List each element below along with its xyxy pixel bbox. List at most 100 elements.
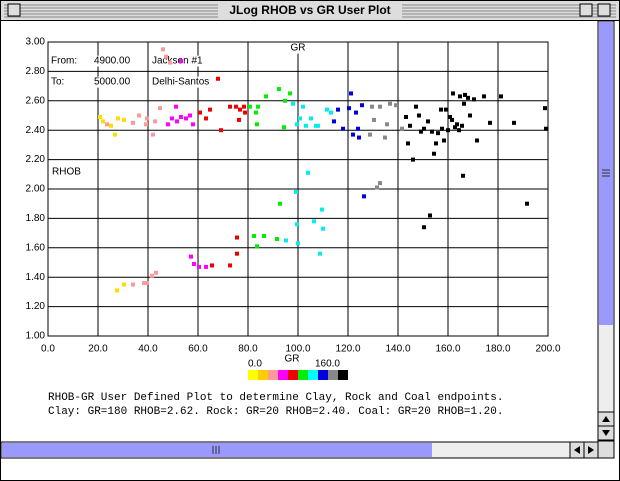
data-point: [455, 122, 459, 127]
data-point: [404, 114, 408, 119]
data-point: [362, 194, 366, 199]
data-point: [248, 104, 252, 109]
x-tick-label: 40.0: [138, 344, 158, 355]
data-point: [306, 170, 310, 175]
y-tick-label: 1.40: [26, 272, 46, 283]
data-point: [388, 101, 392, 106]
data-point: [426, 119, 430, 124]
data-point: [525, 201, 529, 206]
data-point: [354, 110, 358, 115]
data-point: [482, 94, 486, 99]
data-point: [145, 116, 149, 121]
x-tick-label: 20.0: [88, 344, 108, 355]
data-point: [179, 114, 183, 119]
data-point: [512, 120, 516, 125]
data-point: [122, 282, 126, 287]
data-point: [394, 103, 398, 108]
colorbar-min-label: 0.0: [248, 359, 262, 370]
data-point: [383, 135, 387, 140]
data-point: [463, 92, 467, 97]
data-point: [458, 94, 462, 99]
y-tick-label: 1.60: [26, 242, 46, 253]
data-point: [235, 251, 239, 256]
data-point: [475, 138, 479, 143]
info-backing: [151, 55, 205, 67]
data-point: [98, 114, 102, 119]
data-point: [351, 132, 355, 137]
top-axis-label: GR: [291, 43, 306, 54]
data-point: [262, 234, 266, 239]
resize-box[interactable]: [597, 440, 615, 459]
y-tick-label: 1.00: [26, 331, 46, 342]
data-point: [243, 110, 247, 115]
data-point: [235, 235, 239, 240]
data-point: [321, 226, 325, 231]
colorbar-swatch: [338, 370, 348, 380]
y-tick-label: 2.20: [26, 154, 46, 165]
data-point: [370, 104, 374, 109]
data-point: [154, 270, 158, 275]
note-text: RHOB-GR User Defined Plot to determine C…: [48, 392, 503, 404]
data-point: [406, 141, 410, 146]
data-point: [295, 222, 299, 227]
data-point: [356, 126, 360, 131]
collapse-box[interactable]: [597, 3, 611, 17]
data-point: [320, 207, 324, 212]
arrow-right: [588, 446, 594, 454]
data-point: [192, 261, 196, 266]
colorbar-swatch: [268, 370, 278, 380]
colorbar-label: GR: [285, 354, 300, 365]
v-thumb-grip: [602, 169, 610, 177]
data-point: [472, 97, 476, 102]
data-point: [198, 110, 202, 115]
data-point: [150, 273, 154, 278]
data-point: [408, 123, 412, 128]
colorbar-swatch: [248, 370, 258, 380]
close-box[interactable]: [7, 3, 21, 17]
data-point: [115, 288, 119, 293]
data-point: [378, 104, 382, 109]
data-point: [228, 104, 232, 109]
data-point: [291, 101, 295, 106]
h-scroll-thumb[interactable]: [2, 443, 432, 457]
x-tick-label: 100.0: [285, 344, 310, 355]
arrow-left: [574, 446, 580, 454]
data-point: [432, 151, 436, 156]
data-point: [446, 128, 450, 133]
plot: 0.0 20.0 40.0 60.0 80.0 100.0 120.0 140.0 160.0 1…: [26, 37, 561, 418]
data-point: [153, 119, 157, 124]
data-point: [284, 238, 288, 243]
data-point: [101, 119, 105, 124]
x-tick-label: 80.0: [238, 344, 258, 355]
title-backing: [218, 2, 402, 19]
data-point: [368, 132, 372, 137]
data-point: [422, 225, 426, 230]
data-point: [131, 282, 135, 287]
data-point: [142, 281, 146, 286]
data-point: [137, 113, 141, 118]
data-point: [204, 116, 208, 121]
zoom-box[interactable]: [579, 3, 593, 17]
data-point: [282, 125, 286, 130]
colorbar-max-label: 160.0: [315, 359, 340, 370]
y-tick-label: 3.00: [26, 37, 46, 48]
data-point: [151, 132, 155, 137]
data-point: [255, 122, 259, 127]
data-point: [444, 107, 448, 112]
data-point: [417, 113, 421, 118]
data-point: [439, 107, 443, 112]
data-point: [451, 91, 455, 96]
data-point: [468, 113, 472, 118]
data-point: [278, 201, 282, 206]
data-point: [400, 126, 404, 131]
data-point: [295, 122, 299, 127]
x-tick-label: 180.0: [485, 344, 510, 355]
data-point: [170, 116, 174, 121]
data-point: [544, 126, 548, 131]
data-point: [109, 123, 113, 128]
data-point: [204, 264, 208, 269]
data-point: [277, 87, 281, 92]
data-point: [422, 126, 426, 131]
x-tick-label: 200.0: [535, 344, 560, 355]
data-point: [453, 125, 457, 130]
